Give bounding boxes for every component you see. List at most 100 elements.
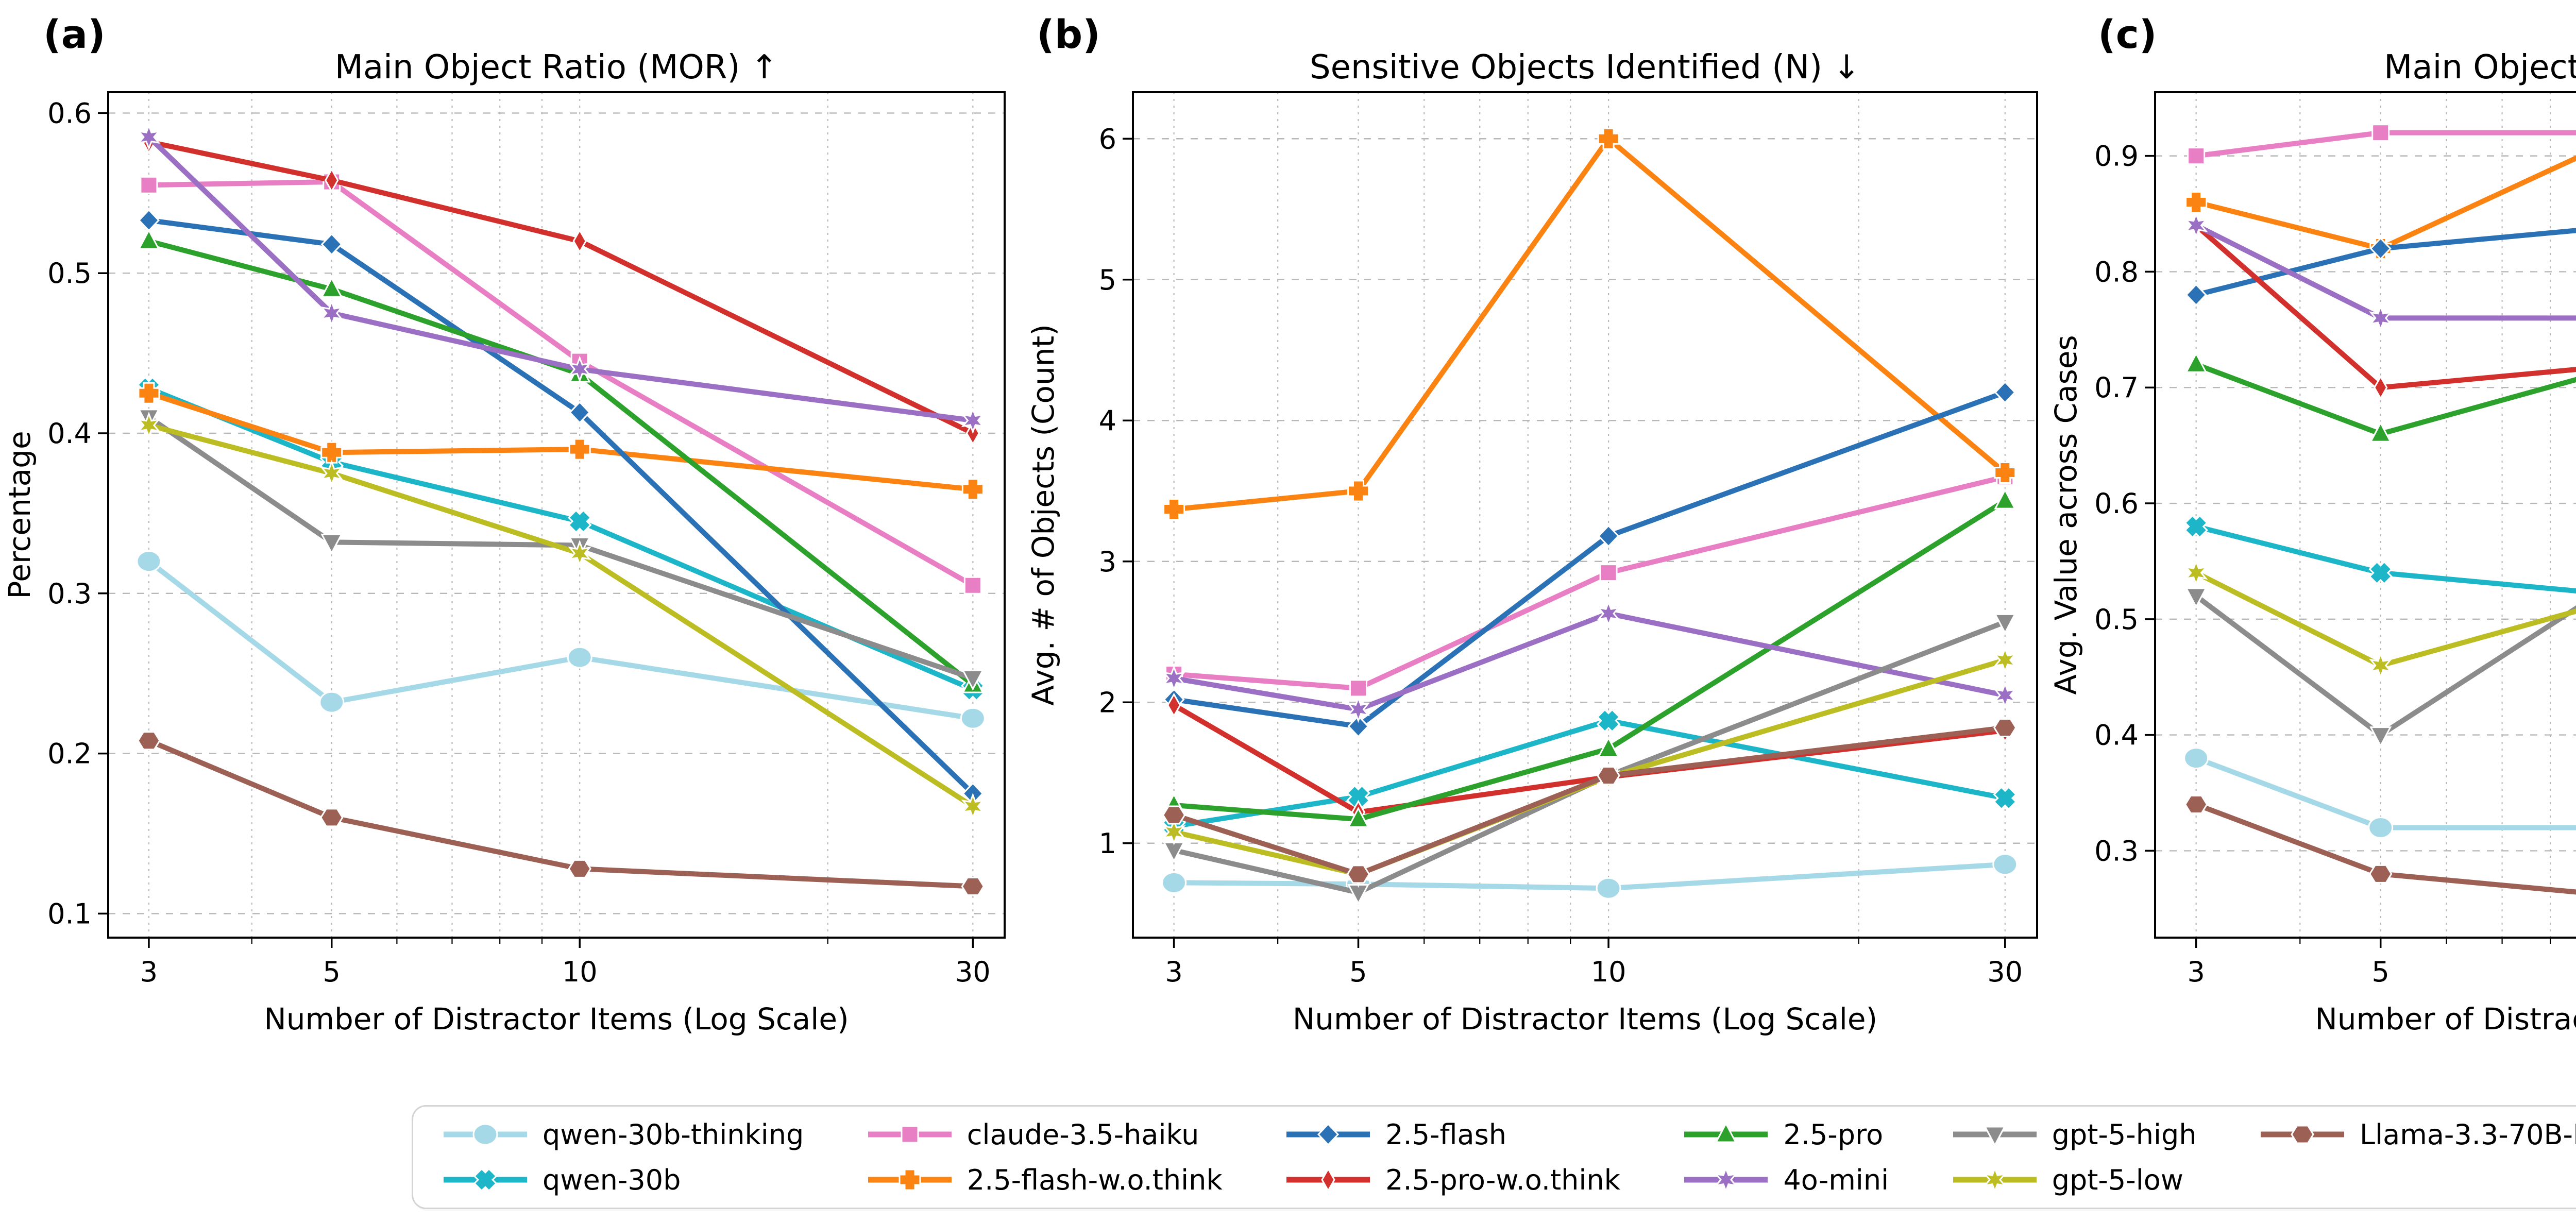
marker-4o-mini xyxy=(568,355,591,383)
y-tick-label: 6 xyxy=(1099,123,1116,155)
marker-gpt-5-low xyxy=(137,412,161,439)
legend-marker-square-icon xyxy=(868,1125,952,1144)
legend-label: 2.5-flash xyxy=(1385,1118,1506,1151)
y-axis-label: Avg. # of Objects (Count) xyxy=(1026,324,1061,706)
marker-Llama-3.3-70B-Inst xyxy=(2184,794,2208,814)
marker-2.5-flash xyxy=(1994,381,2016,404)
marker-qwen-30b-thinking xyxy=(136,550,162,573)
marker-2.5-pro xyxy=(1994,488,2016,510)
marker-2.5-flash-w.o.think xyxy=(568,438,591,461)
legend-marker-triangle-down-icon xyxy=(1953,1126,2037,1147)
series-line-2.5-pro xyxy=(1171,498,2008,822)
plot-border xyxy=(2154,91,2576,939)
series-line-4o-mini xyxy=(2193,223,2576,321)
panel-tag-b: (b) xyxy=(1037,11,1100,57)
x-tick-label: 3 xyxy=(1165,956,1182,988)
legend-marker-x-icon xyxy=(444,1167,527,1192)
marker-Llama-3.3-70B-Inst xyxy=(961,877,985,896)
legend-label: Llama-3.3-70B-Inst xyxy=(2360,1118,2576,1151)
legend-item-4o-mini: 4o-mini xyxy=(1682,1163,1896,1196)
series-line-claude-3.5-haiku xyxy=(2193,130,2576,159)
marker-4o-mini xyxy=(319,299,344,327)
x-tick-label: 30 xyxy=(955,956,991,988)
y-tick-label: 5 xyxy=(1099,264,1116,296)
marker-Llama-3.3-70B-Inst xyxy=(137,731,161,751)
marker-2.5-pro xyxy=(1597,736,1620,758)
legend-marker-2.5-pro-w.o.think xyxy=(1321,1167,1335,1193)
y-tick-label: 0.9 xyxy=(2094,140,2139,173)
marker-2.5-flash-w.o.think xyxy=(138,382,160,404)
y-tick-label: 1 xyxy=(1099,827,1116,860)
y-tick-label: 0.4 xyxy=(2094,719,2139,752)
legend-marker-plus-icon xyxy=(868,1168,952,1191)
marker-2.5-pro xyxy=(2185,352,2208,373)
marker-2.5-flash-w.o.think xyxy=(1163,498,1185,521)
series-line-gpt-5-low xyxy=(2193,570,2576,668)
marker-qwen-30b xyxy=(2184,514,2208,539)
marker-2.5-pro-w.o.think xyxy=(1166,692,1181,718)
marker-gpt-5-low xyxy=(1993,646,2017,674)
series-line-Llama-3.3-70B-Inst xyxy=(1171,725,2008,877)
series-line-2.5-pro xyxy=(146,239,976,687)
marker-gpt-5-high xyxy=(2185,587,2208,609)
marker-gpt-5-high xyxy=(1994,613,2016,635)
chart-c-canvas: 0.30.40.50.60.70.80.9351030Main Object I… xyxy=(2050,48,2576,1037)
x-tick-label: 5 xyxy=(2372,956,2389,988)
series-line-qwen-30b xyxy=(1171,718,2008,829)
legend-label: gpt-5-high xyxy=(2052,1118,2197,1151)
marker-2.5-flash xyxy=(1598,524,1620,548)
axis-ticks: 0.1 0.2 0.3 0.4 0.5 0.6 3 5 10 30 xyxy=(47,97,991,988)
legend-item-qwen-30b-thinking: qwen-30b-thinking xyxy=(442,1118,812,1151)
marker-4o-mini xyxy=(961,406,985,434)
legend-item-2.5-flash-w.o.think: 2.5-flash-w.o.think xyxy=(866,1163,1230,1196)
legend-label: 2.5-flash-w.o.think xyxy=(967,1163,1223,1196)
series-line-qwen-30b-thinking xyxy=(146,558,976,721)
legend-marker-hexagon-icon xyxy=(2261,1125,2345,1144)
marker-claude-3.5-haiku xyxy=(963,576,982,595)
x-tick-label: 3 xyxy=(2187,956,2205,988)
legend-label: qwen-30b-thinking xyxy=(543,1118,804,1151)
axis-ticks: 1 2 3 4 5 6 3 5 10 30 xyxy=(1099,123,2023,988)
legend-marker-2.5-pro xyxy=(1715,1122,1737,1143)
marker-4o-mini xyxy=(137,123,161,151)
series-line-gpt-5-high xyxy=(1171,619,2008,895)
legend-marker-2.5-flash-w.o.think xyxy=(899,1168,921,1191)
x-axis-label: Number of Distractor Items (Log Scale) xyxy=(2315,1002,2576,1037)
legend-marker-thin-diamond-icon xyxy=(1286,1167,1370,1193)
marker-qwen-30b xyxy=(1993,786,2018,810)
series-line-claude-3.5-haiku xyxy=(146,179,976,588)
marker-2.5-flash xyxy=(2369,237,2392,260)
marker-gpt-5-high xyxy=(320,533,343,555)
marker-claude-3.5-haiku xyxy=(1349,679,1367,698)
marker-2.5-flash xyxy=(320,233,343,256)
legend-marker-Llama-3.3-70B-Inst xyxy=(2291,1125,2314,1144)
series-line-2.5-flash-w.o.think xyxy=(1171,136,2008,512)
legend-marker-star-icon xyxy=(1953,1166,2037,1194)
marker-2.5-flash-w.o.think xyxy=(2185,191,2208,214)
marker-gpt-5-low xyxy=(568,539,591,567)
y-tick-label: 0.3 xyxy=(2094,835,2139,867)
legend-marker-4o-mini xyxy=(1714,1166,1738,1194)
series-line-2.5-pro xyxy=(2193,362,2576,437)
legend-marker-circle-large-icon xyxy=(444,1123,527,1146)
legend-marker-star-icon xyxy=(1684,1166,1768,1194)
y-tick-label: 3 xyxy=(1099,546,1116,578)
series-line-2.5-flash xyxy=(1171,389,2008,729)
marker-Llama-3.3-70B-Inst xyxy=(1993,718,2017,737)
series-line-2.5-flash-w.o.think xyxy=(146,391,976,492)
legend-item-gpt-5-high: gpt-5-high xyxy=(1951,1118,2205,1151)
marker-2.5-pro-w.o.think xyxy=(2374,375,2388,400)
series-line-qwen-30b-thinking xyxy=(1171,861,2008,891)
marker-Llama-3.3-70B-Inst xyxy=(1346,864,1370,884)
marker-gpt-5-low xyxy=(319,460,344,487)
marker-claude-3.5-haiku xyxy=(2371,124,2390,142)
marker-claude-3.5-haiku xyxy=(2187,147,2206,165)
legend-label: qwen-30b xyxy=(543,1163,681,1196)
marker-gpt-5-high xyxy=(961,670,984,691)
figure-legend: qwen-30b-thinking qwen-30b claude-3.5-haik… xyxy=(412,1105,2576,1209)
marker-2.5-flash-w.o.think xyxy=(1994,461,2016,484)
legend-label: claude-3.5-haiku xyxy=(967,1118,1199,1151)
legend-item-2.5-pro-w.o.think: 2.5-pro-w.o.think xyxy=(1284,1163,1628,1196)
legend-marker-diamond-icon xyxy=(1286,1123,1370,1146)
chart-panel-c: 0.30.40.50.60.70.80.9351030Main Object I… xyxy=(2050,0,2576,1061)
